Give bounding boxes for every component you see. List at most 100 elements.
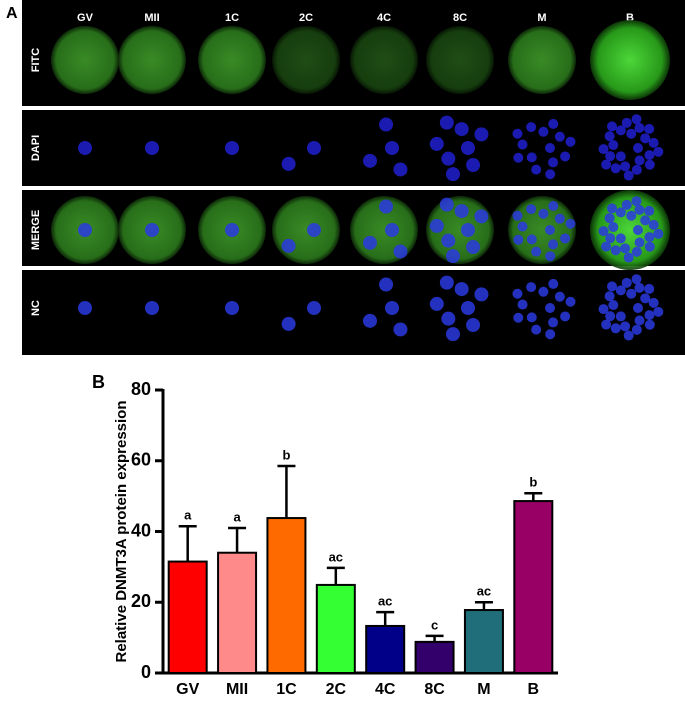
nucleus (429, 218, 444, 233)
embryo (350, 26, 418, 94)
nucleus (653, 306, 664, 317)
significance-label: b (282, 447, 290, 462)
nucleus (145, 141, 159, 155)
nucleus (526, 122, 537, 133)
nucleus (621, 277, 632, 288)
x-tick-label: 4C (375, 681, 396, 698)
nucleus (560, 151, 571, 162)
nucleus (538, 208, 549, 219)
column-label: 8C (453, 12, 467, 24)
nucleus (621, 117, 632, 128)
nucleus (225, 141, 239, 155)
nucleus (560, 233, 571, 244)
nucleus (620, 243, 631, 254)
nucleus (225, 301, 239, 315)
column-label: B (626, 12, 634, 24)
bar-chart: B Relative DNMT3A protein expression 0 20 40… (92, 372, 558, 698)
significance-label: ac (378, 594, 392, 609)
column-label: 4C (377, 12, 391, 24)
micrograph-grid: GV MII 1C 2C 4C 8C M B FITC DAPI MERGE NC (22, 12, 685, 342)
nucleus (474, 127, 489, 142)
nucleus (526, 152, 537, 163)
nucleus (601, 159, 612, 170)
nucleus (621, 199, 632, 210)
nucleus (604, 131, 615, 142)
nucleus (610, 245, 621, 256)
nucleus (607, 281, 618, 292)
y-tick-label: 40 (131, 520, 151, 540)
nucleus (281, 238, 296, 253)
nucleus (605, 151, 616, 162)
nucleus (644, 283, 655, 294)
nucleus (644, 319, 655, 330)
nucleus (454, 282, 469, 297)
nucleus (461, 301, 475, 315)
nucleus (538, 286, 549, 297)
significance-label: ac (329, 549, 343, 564)
nucleus (379, 277, 394, 292)
column-label: GV (77, 12, 94, 24)
row-label: FITC (30, 48, 42, 72)
nucleus (565, 218, 576, 229)
nucleus (474, 287, 489, 302)
x-tick-label: GV (176, 681, 199, 698)
nucleus (531, 324, 542, 335)
nucleus (385, 223, 399, 237)
nucleus (601, 319, 612, 330)
nucleus (445, 249, 460, 264)
nucleus (393, 322, 408, 337)
row-separator (22, 266, 685, 270)
nucleus (631, 324, 642, 335)
nucleus (385, 141, 399, 155)
nucleus (429, 136, 444, 151)
nucleus (608, 222, 619, 233)
nucleus (548, 200, 559, 211)
nucleus (512, 288, 523, 299)
nucleus (605, 233, 616, 244)
panel-label: A (6, 5, 18, 22)
y-tick-label: 0 (141, 662, 151, 682)
nucleus (626, 288, 637, 299)
nucleus (644, 232, 655, 243)
nucleus (545, 143, 555, 153)
nucleus (531, 164, 542, 175)
nucleus (513, 234, 524, 245)
nucleus (538, 126, 549, 137)
bar (217, 551, 258, 674)
nucleus (145, 301, 159, 315)
nucleus (634, 204, 645, 215)
bar (513, 500, 554, 675)
x-tick-label: 1C (276, 681, 297, 698)
nucleus (608, 300, 619, 311)
embryo (198, 26, 266, 94)
nucleus (512, 210, 523, 221)
embryo (118, 26, 186, 94)
nucleus (441, 233, 456, 248)
nucleus (445, 327, 460, 342)
column-label: MII (144, 12, 159, 24)
nucleus (623, 252, 634, 263)
embryo (508, 26, 576, 94)
nucleus (225, 223, 239, 237)
nucleus (615, 125, 626, 136)
nucleus (640, 293, 651, 304)
nucleus (631, 164, 642, 175)
nucleus (513, 312, 524, 323)
nucleus (466, 318, 481, 333)
significance-label: a (184, 508, 192, 523)
nucleus (445, 167, 460, 182)
nucleus (385, 301, 399, 315)
x-tick-label: B (528, 681, 540, 698)
nucleus (640, 215, 651, 226)
row-label: DAPI (30, 135, 42, 161)
nucleus (454, 122, 469, 137)
nucleus (78, 141, 92, 155)
panel-label: B (92, 372, 105, 392)
nucleus (634, 155, 645, 166)
nucleus (634, 282, 645, 293)
nucleus (307, 141, 321, 155)
nucleus (554, 291, 565, 302)
nucleus (633, 303, 643, 313)
nucleus (653, 228, 664, 239)
nucleus (526, 282, 537, 293)
